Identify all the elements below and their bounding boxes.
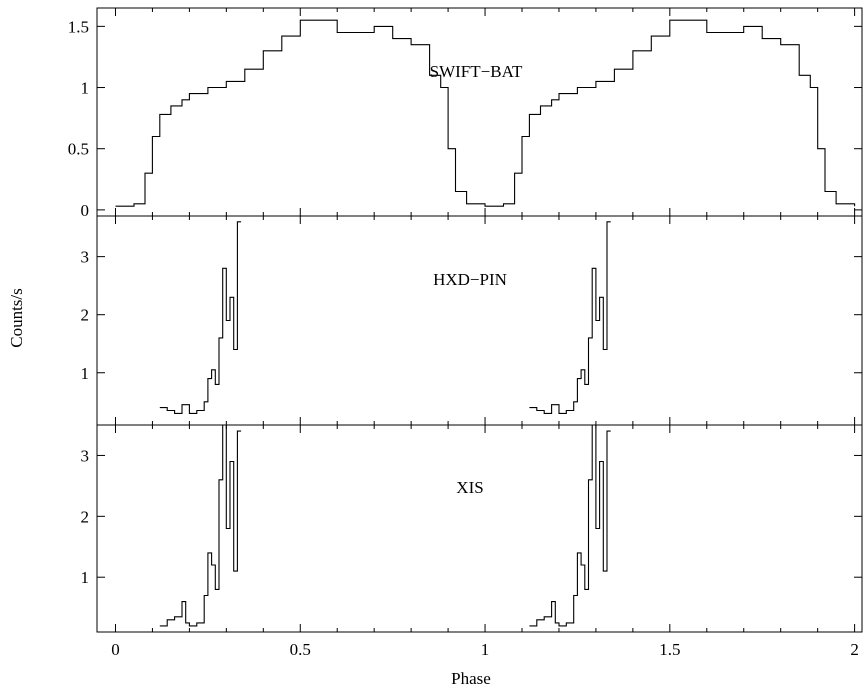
x-tick-label: 2: [850, 640, 859, 659]
data-series-step-line: [159, 221, 242, 414]
y-tick-label: 1: [81, 364, 90, 383]
x-tick-label: 0.5: [290, 640, 311, 659]
x-tick-label: 1: [481, 640, 490, 659]
panel-label: SWIFT−BAT: [430, 62, 523, 81]
data-series-step-line: [529, 221, 611, 414]
y-tick-label: 2: [81, 306, 90, 325]
y-tick-label: 0.5: [68, 140, 89, 159]
y-tick-label: 1.5: [68, 17, 89, 36]
x-tick-label: 1.5: [659, 640, 680, 659]
y-tick-label: 3: [81, 446, 90, 465]
x-axis-title: Phase: [451, 669, 491, 688]
y-tick-label: 0: [81, 201, 90, 220]
panel-label: HXD−PIN: [433, 270, 507, 289]
panel-3: 1 2 3 XIS: [81, 424, 863, 633]
data-series-step-line: [529, 424, 611, 627]
data-series-step-line: [159, 424, 242, 627]
panel-2: 1 2 3 HXD−PIN: [81, 215, 863, 426]
y-tick-label: 1: [81, 568, 90, 587]
panels-group: 0 0.5 1 1.5 SWIFT−BAT 1 2 3 HXD−PIN 1 2 3 XIS 0 0.5 1 1.…: [68, 7, 863, 659]
panel-label: XIS: [456, 478, 483, 497]
y-tick-label: 2: [81, 507, 90, 526]
data-series-step-line: [115, 19, 856, 207]
y-axis-title: Counts/s: [7, 288, 26, 348]
x-tick-label: 0: [111, 640, 120, 659]
y-tick-label: 1: [81, 79, 90, 98]
panel-frame: [96, 7, 863, 217]
panel-frame: [96, 424, 863, 633]
y-tick-label: 3: [81, 248, 90, 267]
panel-1: 0 0.5 1 1.5 SWIFT−BAT: [68, 7, 863, 220]
panel-frame: [96, 215, 863, 426]
